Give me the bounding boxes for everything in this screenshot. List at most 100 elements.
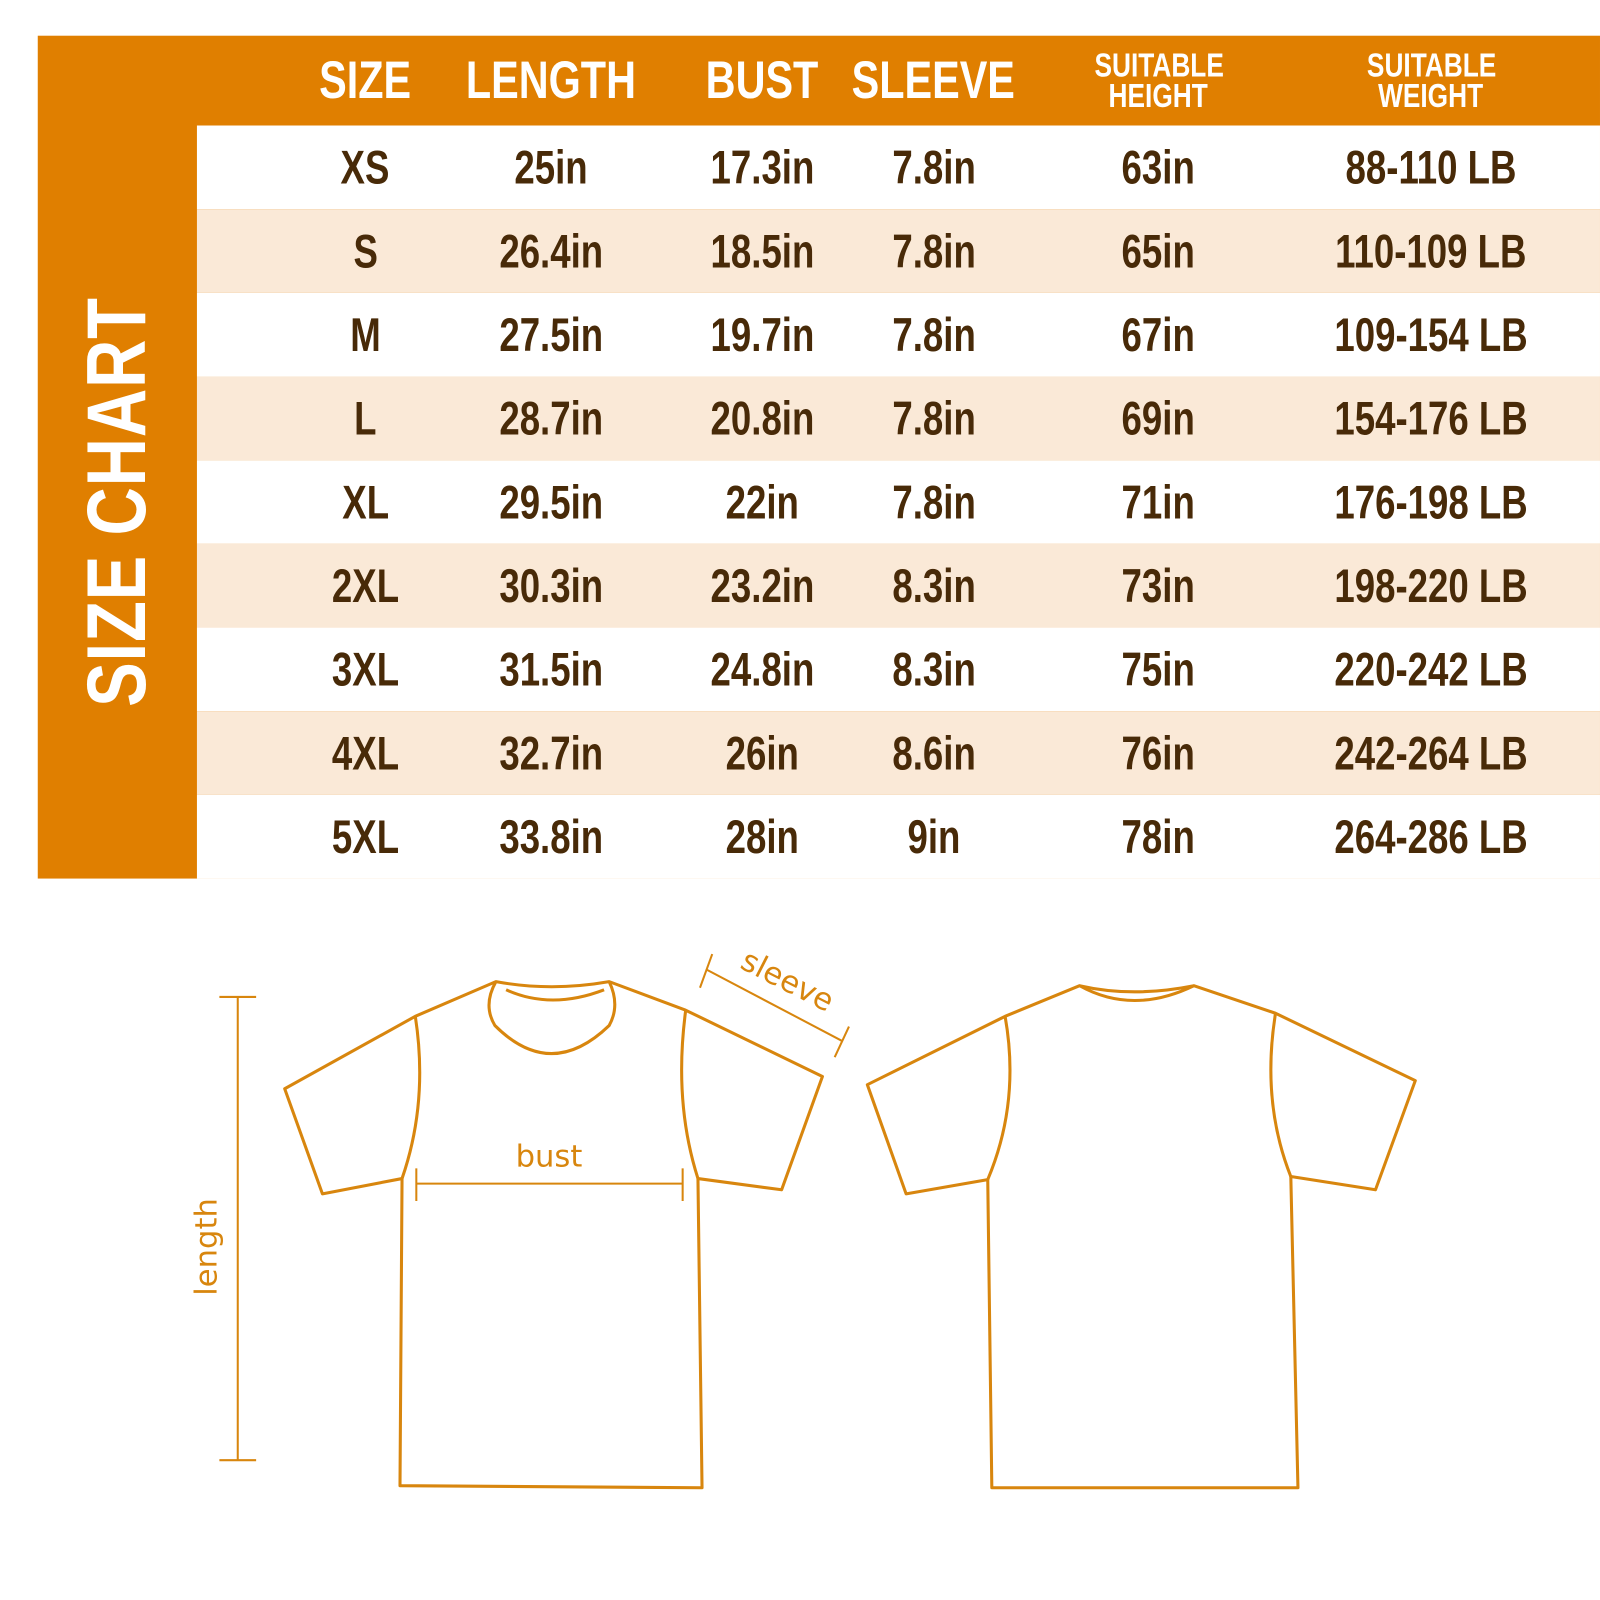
table-cell: 17.3in: [660, 126, 864, 210]
cell-value: 25in: [514, 140, 588, 194]
cell-value: 109-154 LB: [1333, 308, 1528, 362]
table-cell: 27.5in: [449, 293, 653, 377]
table-cell: M: [284, 293, 447, 377]
cell-value: 2XL: [331, 559, 399, 613]
table-row: XL 29.5in 22in 7.8in 71in 176-198 LB: [196, 460, 1600, 544]
table-cell: 8.6in: [847, 711, 1020, 795]
table-cell: 7.8in: [847, 293, 1020, 377]
cell-value: 29.5in: [499, 475, 603, 529]
table-cell: 33.8in: [449, 795, 653, 879]
cell-value: 17.3in: [710, 140, 815, 194]
cell-value: 8.3in: [891, 559, 976, 613]
cell-value: 242-264 LB: [1333, 726, 1528, 780]
table-row: 5XL 33.8in 28in 9in 78in 264-286 LB: [196, 794, 1600, 879]
table-cell: 63in: [1036, 126, 1281, 210]
cell-value: 30.3in: [499, 559, 603, 613]
column-header: SUITABLE WEIGHT: [1278, 36, 1584, 126]
cell-value: 73in: [1121, 559, 1195, 613]
column-header-text: LENGTH: [465, 51, 637, 111]
table-cell: 154-176 LB: [1278, 377, 1584, 461]
column-header: SUITABLE HEIGHT: [1036, 36, 1281, 126]
table-cell: 28.7in: [449, 377, 653, 461]
cell-value: 3XL: [331, 642, 399, 696]
column-header: BUST: [660, 36, 864, 126]
table-cell: 8.3in: [847, 628, 1020, 712]
table-cell: 71in: [1036, 460, 1281, 544]
cell-value: 28.7in: [499, 391, 603, 445]
table-row: 2XL 30.3in 23.2in 8.3in 73in 198-220 LB: [196, 543, 1600, 628]
table-cell: 20.8in: [660, 377, 864, 461]
cell-value: 110-109 LB: [1334, 224, 1527, 278]
cell-value: 33.8in: [499, 810, 603, 864]
table-cell: 264-286 LB: [1278, 795, 1584, 879]
length-label: length: [189, 1198, 224, 1296]
cell-value: 7.8in: [891, 391, 976, 445]
back-tshirt: [865, 984, 1417, 1490]
table-cell: 26.4in: [449, 209, 653, 293]
table-row: 3XL 31.5in 24.8in 8.3in 75in 220-242 LB: [196, 627, 1600, 712]
bust-label: bust: [516, 1139, 583, 1174]
table-cell: S: [284, 209, 447, 293]
table-cell: 25in: [449, 126, 653, 210]
cell-value: 24.8in: [710, 642, 815, 696]
cell-value: 28in: [725, 810, 799, 864]
cell-value: 7.8in: [891, 475, 976, 529]
cell-value: 7.8in: [891, 308, 976, 362]
cell-value: 76in: [1121, 726, 1195, 780]
cell-value: 69in: [1121, 391, 1195, 445]
cell-value: 8.6in: [891, 726, 976, 780]
table-row: L 28.7in 20.8in 7.8in 69in 154-176 LB: [196, 376, 1600, 461]
table-cell: 24.8in: [660, 628, 864, 712]
cell-value: 19.7in: [710, 308, 815, 362]
table-cell: 69in: [1036, 377, 1281, 461]
table-cell: 8.3in: [847, 544, 1020, 628]
column-header-text: SLEEVE: [852, 51, 1016, 111]
cell-value: 26in: [725, 726, 799, 780]
table-row: 4XL 32.7in 26in 8.6in 76in 242-264 LB: [196, 711, 1600, 795]
table-cell: 109-154 LB: [1278, 293, 1584, 377]
cell-value: 22in: [725, 475, 799, 529]
cell-value: 154-176 LB: [1333, 391, 1528, 445]
sleeve-label: sleeve: [735, 943, 839, 1019]
cell-value: XL: [341, 475, 389, 529]
table-cell: 176-198 LB: [1278, 460, 1584, 544]
cell-value: 26.4in: [499, 224, 603, 278]
cell-value: 9in: [907, 810, 961, 864]
table-cell: 3XL: [284, 628, 447, 712]
table-cell: 32.7in: [449, 711, 653, 795]
cell-value: 23.2in: [710, 559, 815, 613]
cell-value: 18.5in: [710, 224, 815, 278]
table-cell: 29.5in: [449, 460, 653, 544]
cell-value: 78in: [1121, 810, 1195, 864]
cell-value: 27.5in: [499, 308, 603, 362]
size-table: XS 25in 17.3in 7.8in 63in 88-110 LB S 26.4in 18.…: [196, 125, 1600, 879]
table-row: S 26.4in 18.5in 7.8in 65in 110-109 LB: [196, 209, 1600, 293]
table-cell: 7.8in: [847, 126, 1020, 210]
cell-value: 20.8in: [710, 391, 815, 445]
table-cell: 31.5in: [449, 628, 653, 712]
cell-value: 7.8in: [891, 140, 976, 194]
table-cell: 198-220 LB: [1278, 544, 1584, 628]
table-cell: 5XL: [284, 795, 447, 879]
cell-value: M: [350, 308, 381, 362]
cell-value: 88-110 LB: [1345, 140, 1517, 194]
table-cell: 220-242 LB: [1278, 628, 1584, 712]
table-cell: 76in: [1036, 711, 1281, 795]
cell-value: 31.5in: [499, 642, 603, 696]
table-row: M 27.5in 19.7in 7.8in 67in 109-154 LB: [196, 292, 1600, 377]
table-row: XS 25in 17.3in 7.8in 63in 88-110 LB: [196, 125, 1600, 210]
table-cell: XS: [284, 126, 447, 210]
column-header: LENGTH: [449, 36, 653, 126]
table-cell: 19.7in: [660, 293, 864, 377]
table-cell: 65in: [1036, 209, 1281, 293]
cell-value: 4XL: [331, 726, 399, 780]
cell-value: L: [354, 391, 377, 445]
table-cell: 88-110 LB: [1278, 126, 1584, 210]
cell-value: 32.7in: [499, 726, 603, 780]
column-header: SIZE: [284, 36, 447, 126]
table-cell: 2XL: [284, 544, 447, 628]
cell-value: 8.3in: [891, 642, 976, 696]
table-cell: 110-109 LB: [1278, 209, 1584, 293]
table-header: SIZE LENGTH BUST SLEEVE SUITABLE HEIGHT SUITA…: [197, 36, 1600, 126]
front-tshirt: [283, 980, 824, 1490]
